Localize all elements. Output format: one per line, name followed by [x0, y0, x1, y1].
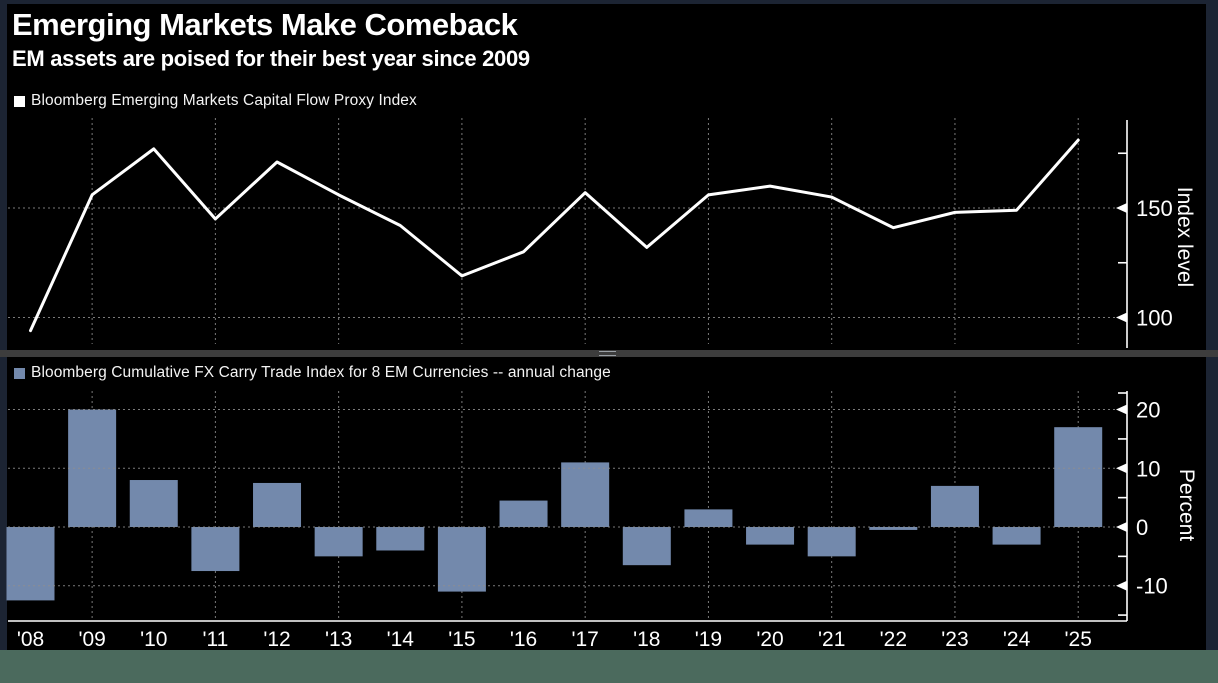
bar — [130, 480, 178, 527]
y-axis-major-tick — [1116, 522, 1127, 532]
y-axis-major-tick — [1116, 203, 1127, 213]
y-axis-major-tick — [1116, 405, 1127, 415]
bar — [561, 462, 609, 527]
x-tick-label: '23 — [941, 628, 968, 651]
x-tick-label: '08 — [17, 628, 44, 651]
y-tick-label: 10 — [1136, 456, 1160, 481]
bar — [623, 527, 671, 565]
x-tick-label: '25 — [1065, 628, 1092, 651]
x-tick-label: '21 — [818, 628, 845, 651]
x-tick-label: '11 — [202, 628, 228, 651]
y-tick-label: 150 — [1136, 196, 1173, 221]
y-axis-major-tick — [1116, 313, 1127, 323]
bar — [931, 486, 979, 527]
y-tick-label: -10 — [1136, 574, 1168, 599]
y-axis-major-tick — [1116, 463, 1127, 473]
bar — [376, 527, 424, 550]
bar — [7, 527, 55, 600]
bottom-y-axis-unit-label: Percent — [1175, 469, 1198, 542]
y-tick-label: 100 — [1136, 306, 1173, 331]
bar — [500, 501, 548, 527]
y-tick-label: 0 — [1136, 515, 1148, 540]
x-tick-label: '22 — [880, 628, 907, 651]
x-tick-label: '10 — [140, 628, 167, 651]
x-tick-label: '09 — [78, 628, 105, 651]
x-tick-label: '15 — [448, 628, 475, 651]
bar — [315, 527, 363, 556]
x-tick-label: '19 — [695, 628, 722, 651]
x-tick-label: '17 — [571, 628, 598, 651]
chart-image: Emerging Markets Make Comeback EM assets… — [0, 0, 1218, 683]
line-series — [31, 140, 1079, 331]
top-y-axis-unit-label: Index level — [1173, 187, 1196, 287]
bar — [1054, 427, 1102, 527]
x-tick-label: '14 — [387, 628, 415, 651]
bar — [191, 527, 239, 571]
x-tick-label: '18 — [633, 628, 660, 651]
bar — [746, 527, 794, 545]
x-tick-label: '13 — [325, 628, 352, 651]
bar — [684, 509, 732, 527]
bar — [808, 527, 856, 556]
bar — [438, 527, 486, 592]
y-axis-major-tick — [1116, 581, 1127, 591]
x-tick-label: '16 — [510, 628, 537, 651]
bar — [993, 527, 1041, 545]
plot-canvas: 100 150Index level -10 0 10 20 Percent '08 '09 '1… — [0, 0, 1218, 683]
x-tick-label: '12 — [263, 628, 290, 651]
x-tick-label: '20 — [756, 628, 783, 651]
bar — [253, 483, 301, 527]
x-tick-label: '24 — [1003, 628, 1031, 651]
y-tick-label: 20 — [1136, 398, 1160, 423]
